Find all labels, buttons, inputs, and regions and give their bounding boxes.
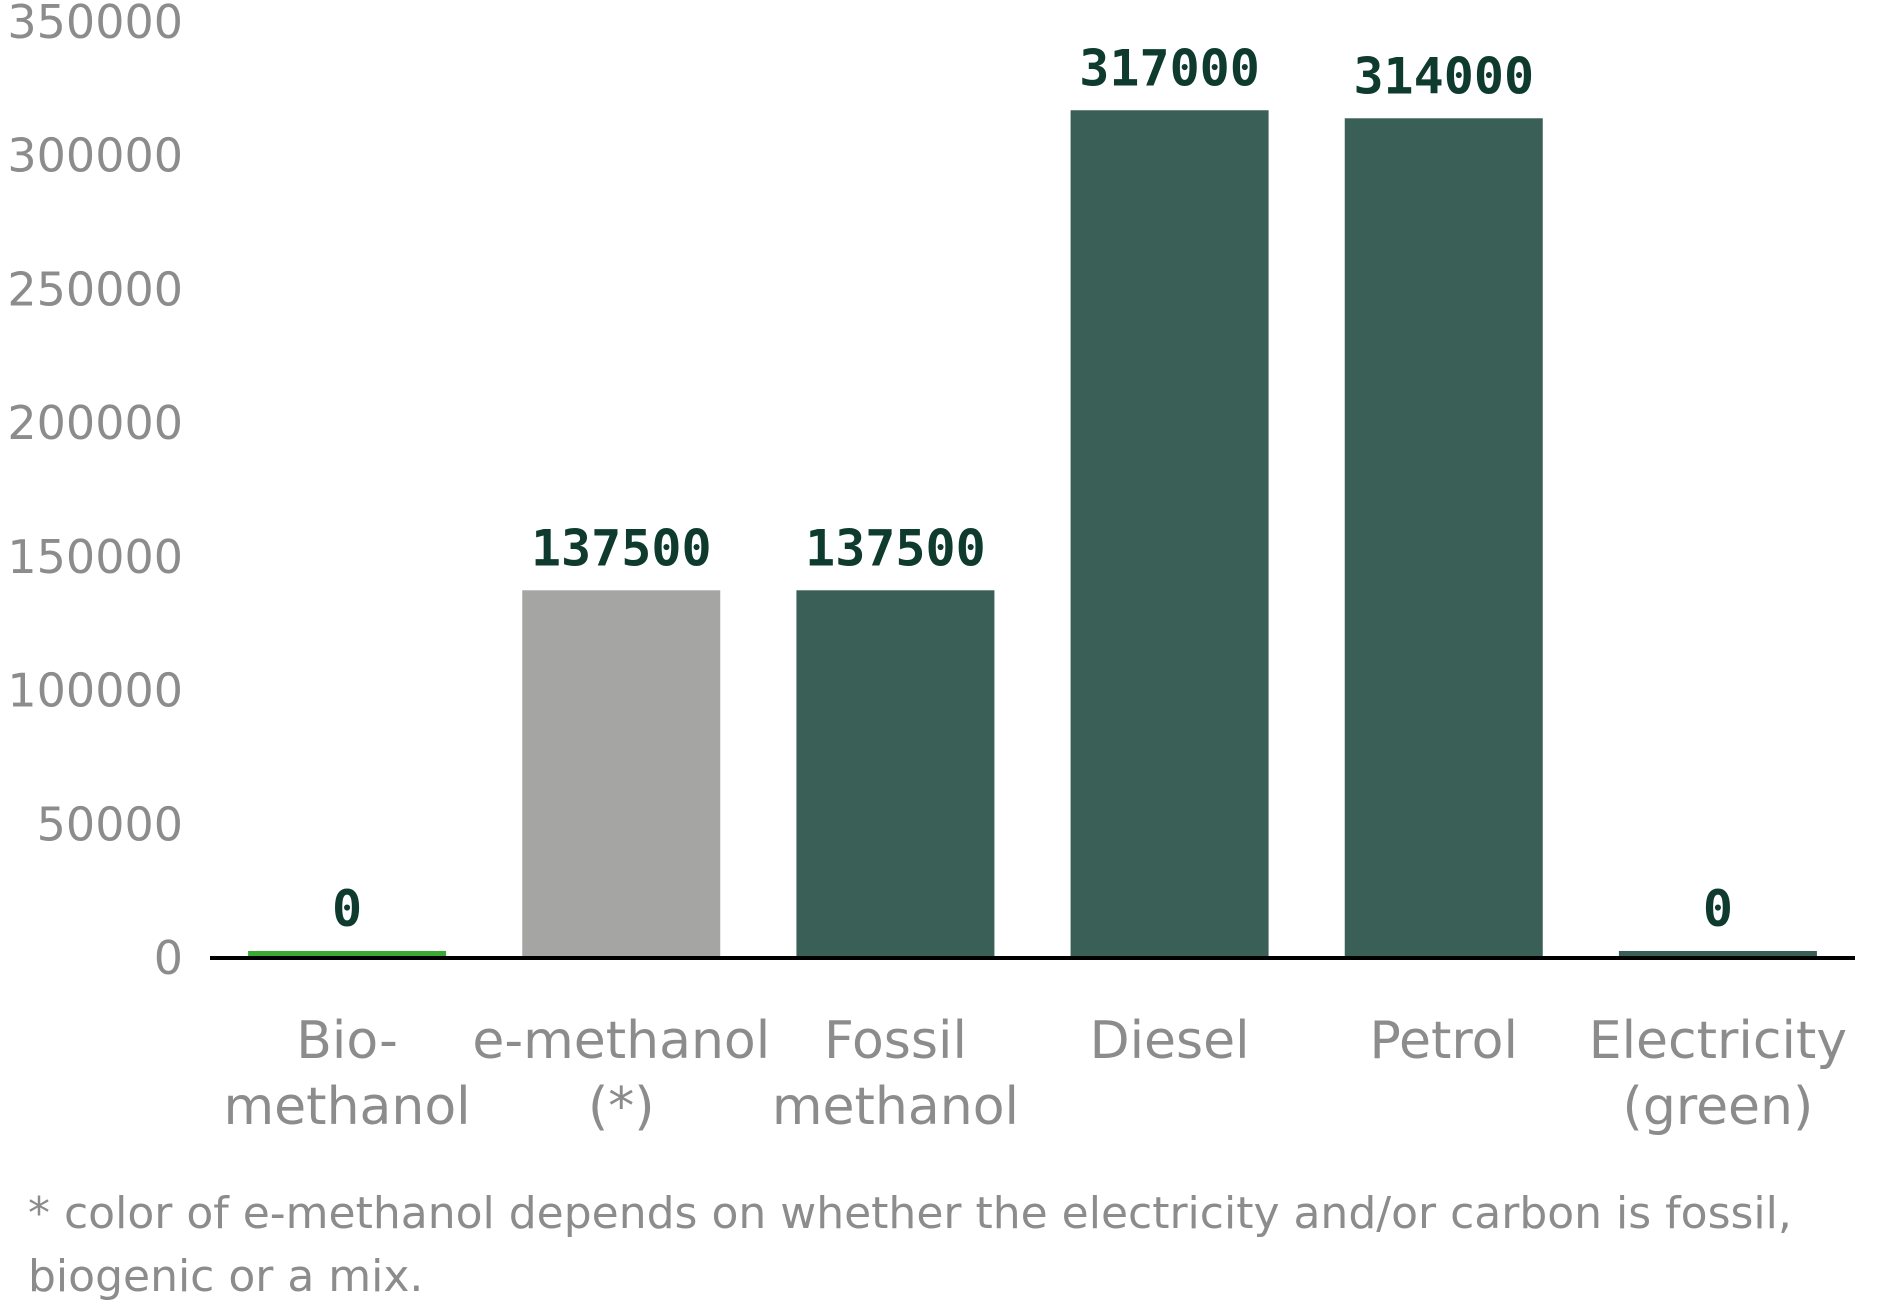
footnote-line-2: biogenic or a mix. [28, 1251, 423, 1302]
bar [1618, 951, 1817, 958]
x-tick-label: Electricity [1589, 1011, 1847, 1071]
y-tick-label: 0 [154, 931, 183, 985]
data-label: 0 [332, 880, 362, 938]
bar [1344, 118, 1543, 958]
bar [796, 590, 995, 958]
data-label: 317000 [1079, 39, 1260, 97]
x-tick-label: e-methanol [472, 1011, 770, 1071]
y-tick-label: 300000 [7, 129, 183, 183]
bar [248, 951, 447, 958]
x-axis-category-labels: Bio-methanole-methanol(*)FossilmethanolD… [224, 1011, 1848, 1137]
data-label: 137500 [805, 519, 986, 577]
y-tick-label: 200000 [7, 396, 183, 450]
data-labels: 0 137500 137500 317000 314000 0 [332, 39, 1733, 938]
y-tick-label: 250000 [7, 262, 183, 316]
y-tick-label: 350000 [7, 0, 183, 49]
footnote-line-1: * color of e-methanol depends on whether… [28, 1188, 1792, 1239]
bar [1070, 110, 1269, 959]
x-tick-label: Bio- [296, 1011, 398, 1071]
x-tick-label: methanol [772, 1077, 1019, 1137]
bar [522, 590, 721, 958]
y-tick-label: 150000 [7, 530, 183, 584]
x-tick-label: methanol [224, 1077, 471, 1137]
y-tick-label: 50000 [37, 797, 183, 851]
y-tick-label: 100000 [7, 664, 183, 718]
x-tick-label: Diesel [1090, 1011, 1250, 1071]
x-tick-label: (green) [1623, 1077, 1814, 1137]
x-tick-label: Petrol [1370, 1011, 1518, 1071]
data-label: 314000 [1353, 47, 1534, 105]
data-label: 0 [1703, 880, 1733, 938]
data-label: 137500 [531, 519, 712, 577]
y-axis-ticks: 0 50000 100000 150000 200000 250000 300000 3500… [7, 0, 183, 985]
x-tick-label: Fossil [824, 1011, 967, 1071]
bars [248, 110, 1817, 959]
x-tick-label: (*) [588, 1077, 655, 1137]
